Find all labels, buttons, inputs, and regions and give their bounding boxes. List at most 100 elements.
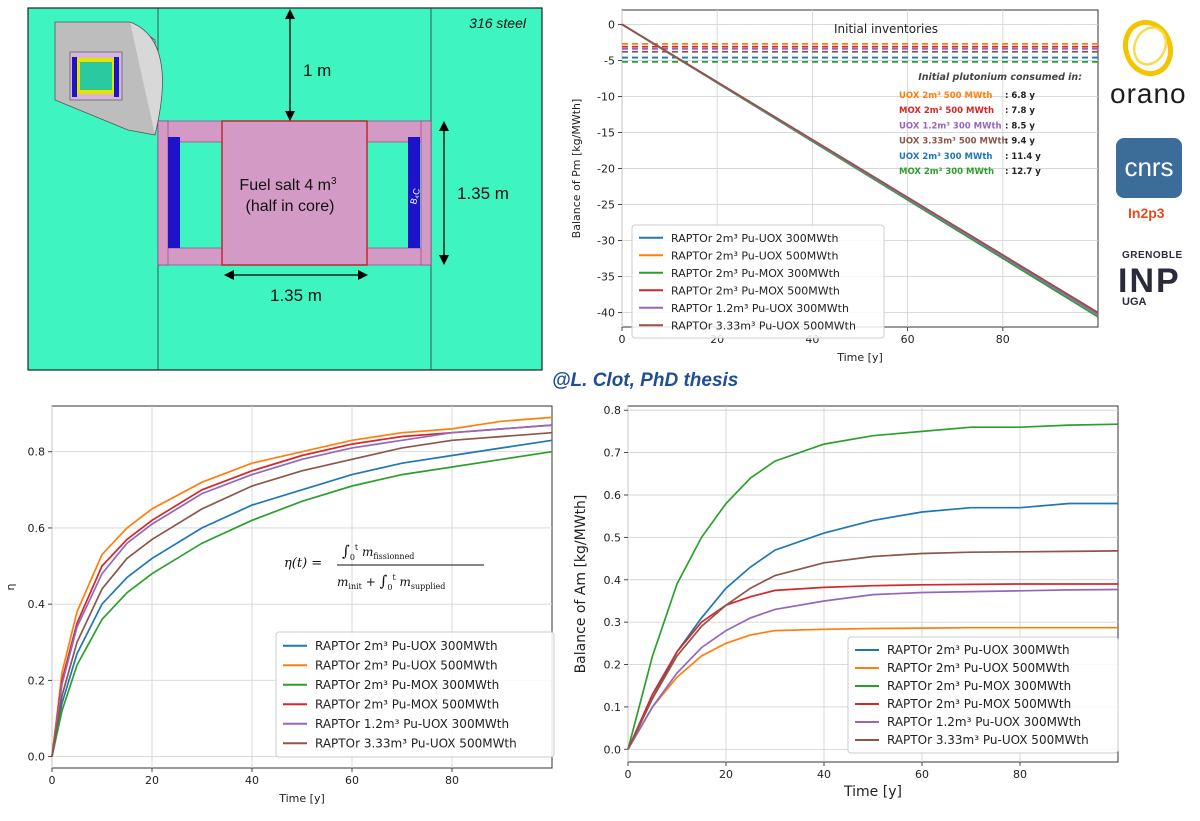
x-tick-label: 0 <box>49 774 56 787</box>
legend-label: RAPTOr 2m³ Pu-MOX 300MWth <box>671 267 840 280</box>
y-tick-label: 0.0 <box>28 751 46 764</box>
consumed-value: : 9.4 y <box>1005 137 1035 147</box>
x-axis-label: Time [y] <box>836 351 883 364</box>
right-absorber <box>408 137 420 248</box>
x-axis-label: Time [y] <box>278 792 325 805</box>
y-axis-label: η <box>4 583 17 590</box>
x-tick-label: 40 <box>245 774 259 787</box>
legend-label: RAPTOr 3.33m³ Pu-UOX 500MWth <box>887 733 1089 747</box>
right-leg <box>420 120 432 266</box>
gap-arrow-head-down <box>285 111 295 121</box>
y-tick-label: -40 <box>597 307 615 320</box>
consumed-label: MOX 2m³ 300 MWth <box>899 167 994 177</box>
y-tick-label: 0.8 <box>604 404 622 417</box>
legend-label: RAPTOr 1.2m³ Pu-UOX 300MWth <box>671 302 849 315</box>
fuel-label-line2: (half in core) <box>246 198 335 215</box>
inp-wordmark: INP <box>1118 262 1181 300</box>
formula-denominator: minit + ∫0t msupplied <box>337 572 445 592</box>
height-label: 1.35 m <box>457 184 509 203</box>
reactor-diagram: 316 steel 1 m 1.35 m 1.35 m Fuel salt 4 … <box>27 7 543 371</box>
y-tick-label: 0.3 <box>604 616 622 629</box>
series-line <box>627 583 1118 750</box>
fuel-core <box>221 120 368 266</box>
y-tick-label: -20 <box>597 163 615 176</box>
consumed-value: : 11.4 y <box>1005 152 1041 162</box>
series-line <box>627 588 1119 750</box>
height-arrow-head-down <box>439 255 449 265</box>
consumed-label: UOX 2m³ 300 MWth <box>899 152 992 162</box>
legend-box <box>631 224 885 339</box>
reactor-3d-thumbnail <box>54 21 163 136</box>
y-tick-label: 0.4 <box>604 574 622 587</box>
grenoble-text: GRENOBLE <box>1122 250 1183 261</box>
legend-label: RAPTOr 2m³ Pu-UOX 300MWth <box>887 643 1070 657</box>
y-tick-label: -10 <box>597 90 615 103</box>
width-label: 1.35 m <box>270 286 322 305</box>
gap-arrow-head-up <box>285 9 295 19</box>
x-tick-label: 20 <box>145 774 159 787</box>
series-line <box>627 550 1119 750</box>
am-balance-chart: 0 20 40 60 80 0.0 0.1 0.2 0.3 0.4 0.5 0.6 0.7 0.8 Time… <box>573 404 1119 800</box>
efficiency-chart: 0 20 40 60 80 0.0 0.2 0.4 0.6 0.8 Time [y] η RAPTOr … <box>4 405 555 805</box>
legend-box <box>275 631 555 758</box>
x-tick-label: 80 <box>996 333 1010 346</box>
legend-label: RAPTOr 2m³ Pu-UOX 300MWth <box>315 639 498 653</box>
height-arrow-head-up <box>439 121 449 131</box>
x-tick-label: 0 <box>619 333 626 346</box>
consumed-title: Initial plutonium consumed in: <box>918 72 1082 83</box>
consumed-label: UOX 3.33m³ 500 MWth <box>899 137 1008 147</box>
legend-label: RAPTOr 2m³ Pu-MOX 500MWth <box>671 284 840 297</box>
consumed-value: : 8.5 y <box>1005 121 1035 131</box>
cnrs-logo: cnrs <box>1116 138 1182 198</box>
left-absorber <box>168 137 180 248</box>
y-axis-label: Balance of Am [kg/MWth] <box>573 495 589 674</box>
legend-label: RAPTOr 2m³ Pu-UOX 300MWth <box>671 232 838 245</box>
y-tick-label: 0.4 <box>28 598 46 611</box>
cnrs-text: cnrs <box>1124 152 1173 182</box>
y-tick-label: 0 <box>608 18 615 31</box>
inventories-annotation: Initial inventories <box>834 22 938 36</box>
y-tick-label: 0.2 <box>28 674 46 687</box>
x-tick-label: 60 <box>345 774 359 787</box>
series-line <box>51 450 553 757</box>
legend-label: RAPTOr 2m³ Pu-UOX 500MWth <box>671 249 838 262</box>
width-arrow-head-right <box>358 270 368 280</box>
legend-label: RAPTOr 1.2m³ Pu-UOX 300MWth <box>887 715 1081 729</box>
orano-ring-inner <box>1132 26 1168 66</box>
width-arrow-head-left <box>224 270 234 280</box>
y-tick-label: -5 <box>604 54 615 67</box>
x-tick-label: 60 <box>915 768 929 781</box>
consumed-label: UOX 2m³ 500 MWth <box>899 91 992 101</box>
y-tick-label: -35 <box>597 271 615 284</box>
efficiency-formula: η(t) = ∫0t mfissionned minit + ∫0t msupp… <box>284 542 484 592</box>
consumed-value: : 12.7 y <box>1005 167 1041 177</box>
fuel-label-sup: 3 <box>331 176 337 187</box>
left-leg <box>157 120 169 266</box>
consumed-label: UOX 1.2m³ 300 MWth <box>899 121 1002 131</box>
consumed-value: : 6.8 y <box>1005 91 1035 101</box>
gap-label: 1 m <box>303 61 331 80</box>
b4c-label: B₄C <box>408 187 422 206</box>
y-tick-label: 0.8 <box>28 446 46 459</box>
in2p3-text: In2p3 <box>1128 205 1165 221</box>
legend-label: RAPTOr 2m³ Pu-UOX 500MWth <box>887 661 1070 675</box>
series-line <box>627 626 1118 750</box>
legend-label: RAPTOr 2m³ Pu-MOX 300MWth <box>315 678 499 692</box>
series-line <box>621 23 1099 314</box>
series-line <box>51 431 553 757</box>
x-tick-label: 40 <box>817 768 831 781</box>
fuel-label-line1: Fuel salt 4 m <box>239 177 331 194</box>
y-axis-label: Balance of Pm [kg/MWth] <box>570 99 583 239</box>
consumed-label: MOX 2m³ 500 MWth <box>899 106 994 116</box>
legend-label: RAPTOr 2m³ Pu-MOX 500MWth <box>315 697 499 711</box>
series-line <box>51 424 553 757</box>
x-tick-label: 60 <box>901 333 915 346</box>
credit-text: @L. Clot, PhD thesis <box>552 370 739 391</box>
y-tick-label: 0.6 <box>28 522 46 535</box>
x-axis-label: Time [y] <box>843 784 902 800</box>
orano-ring <box>1122 19 1174 77</box>
material-label: 316 steel <box>469 15 527 31</box>
